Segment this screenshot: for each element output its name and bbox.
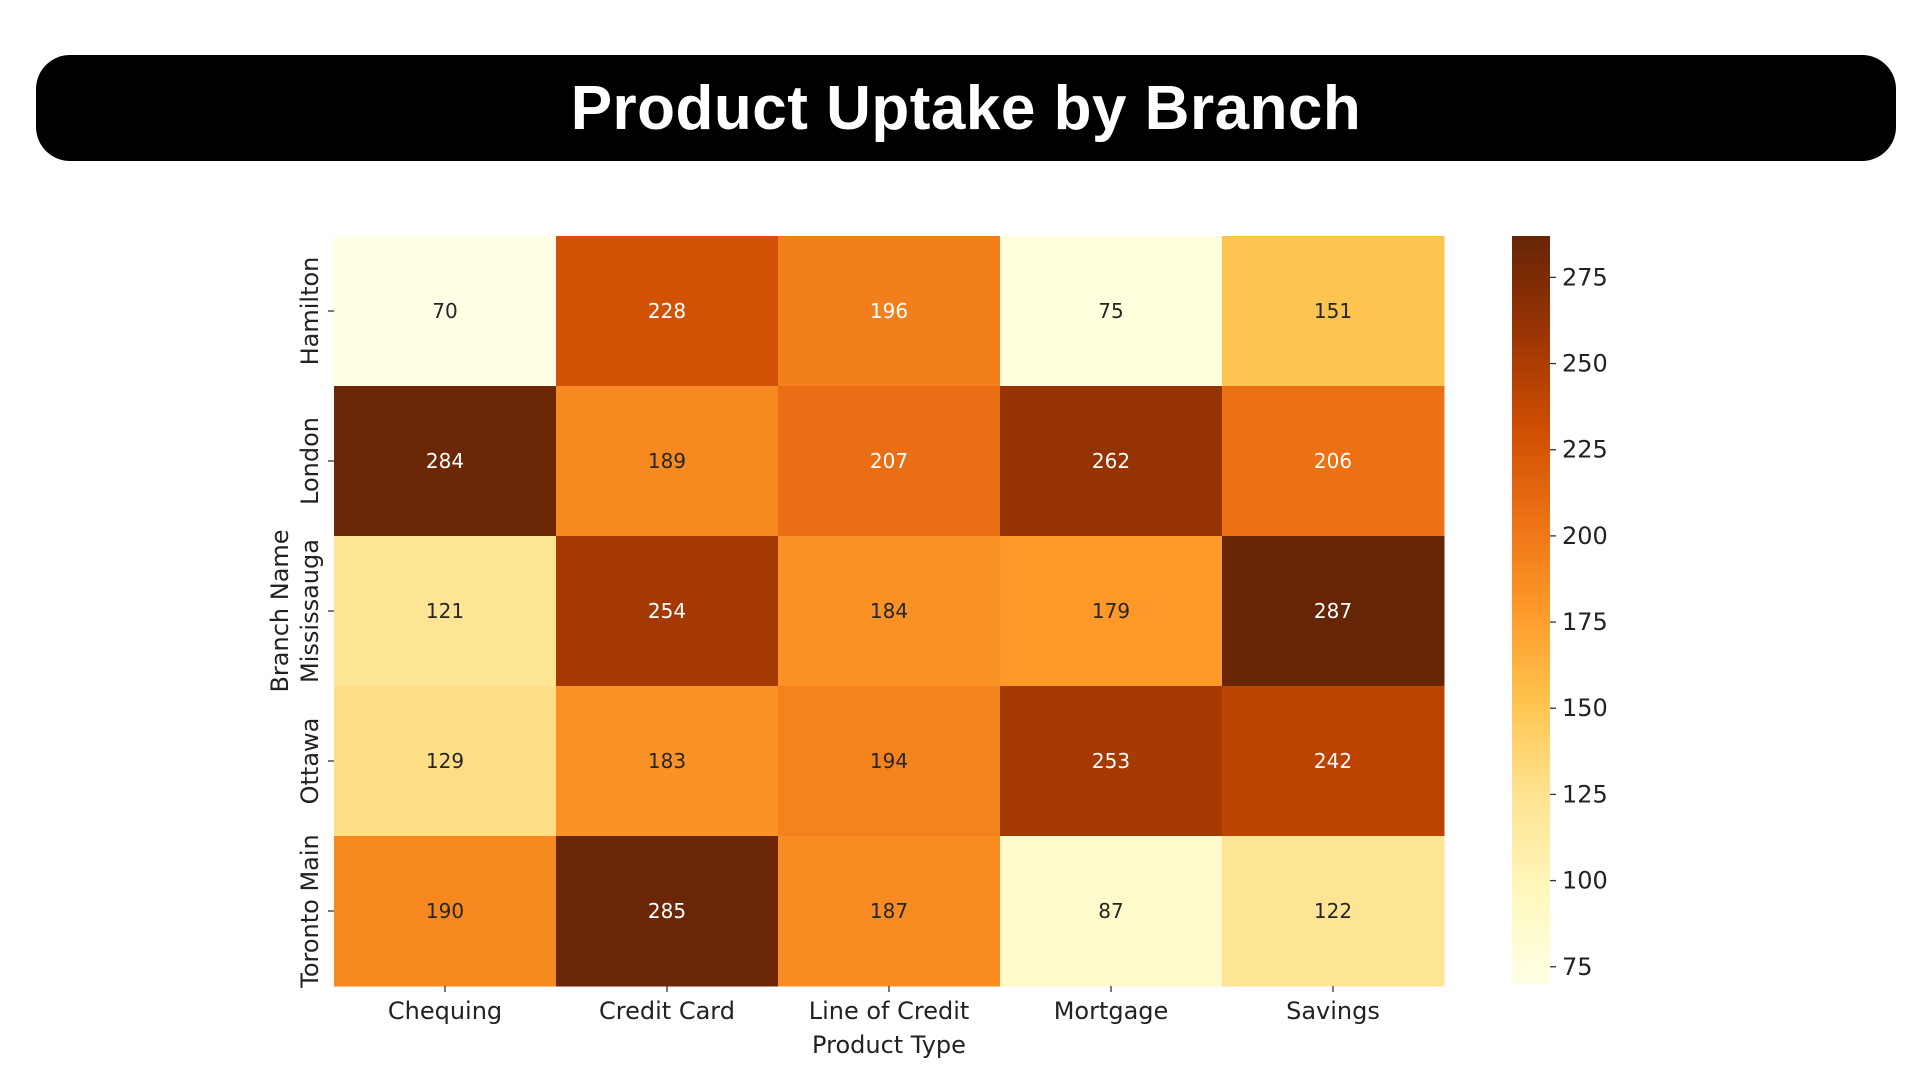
heatmap-cell-london-line-of-credit — [778, 386, 1001, 537]
heatmap-cell-ottawa-mortgage — [1000, 686, 1223, 837]
x-tick-label: Credit Card — [599, 997, 735, 1025]
heatmap-cell-toronto-main-line-of-credit — [778, 836, 1001, 987]
heatmap-cell-mississauga-line-of-credit — [778, 536, 1001, 687]
cell-value-label: 253 — [1092, 749, 1130, 773]
cell-value-label: 122 — [1314, 899, 1352, 923]
x-tick-label: Chequing — [388, 997, 502, 1025]
y-tick-label: London — [296, 417, 324, 505]
cell-value-label: 284 — [426, 449, 464, 473]
y-axis-title: Branch Name — [266, 529, 294, 692]
cell-value-label: 287 — [1314, 599, 1352, 623]
cell-value-label: 189 — [648, 449, 686, 473]
heatmap-cell-toronto-main-savings — [1222, 836, 1445, 987]
cell-value-label: 183 — [648, 749, 686, 773]
cell-value-label: 129 — [426, 749, 464, 773]
heatmap-cell-ottawa-credit-card — [556, 686, 779, 837]
colorbar-tick-label: 175 — [1562, 608, 1608, 636]
cell-value-label: 187 — [870, 899, 908, 923]
chart-title: Product Uptake by Branch — [570, 73, 1362, 143]
heatmap-cell-hamilton-savings — [1222, 236, 1445, 387]
heatmap-cell-labels: 70 228 196 75 151 284 189 207 262 206 121 254 184 179… — [426, 299, 1352, 923]
heatmap-cell-ottawa-line-of-credit — [778, 686, 1001, 837]
cell-value-label: 179 — [1092, 599, 1130, 623]
heatmap-cell-london-mortgage — [1000, 386, 1223, 537]
cell-value-label: 87 — [1098, 899, 1123, 923]
heatmap-cell-hamilton-mortgage — [1000, 236, 1223, 387]
cell-value-label: 262 — [1092, 449, 1130, 473]
cell-value-label: 242 — [1314, 749, 1352, 773]
heatmap-cell-hamilton-credit-card — [556, 236, 779, 387]
cell-value-label: 207 — [870, 449, 908, 473]
colorbar: 75 100 125 150 175 200 225 250 275 — [1512, 236, 1608, 984]
heatmap-cell-london-chequing — [334, 386, 557, 537]
heatmap-cell-toronto-main-chequing — [334, 836, 557, 987]
heatmap-cells — [334, 236, 1445, 987]
heatmap-cell-london-credit-card — [556, 386, 779, 537]
colorbar-tick-label: 75 — [1562, 953, 1593, 981]
cell-value-label: 228 — [648, 299, 686, 323]
colorbar-tick-label: 125 — [1562, 780, 1608, 808]
heatmap-cell-toronto-main-credit-card — [556, 836, 779, 987]
colorbar-gradient — [1512, 236, 1550, 984]
cell-value-label: 196 — [870, 299, 908, 323]
colorbar-tick-label: 275 — [1562, 263, 1608, 291]
cell-value-label: 184 — [870, 599, 908, 623]
x-tick-label: Savings — [1286, 997, 1380, 1025]
heatmap-cell-london-savings — [1222, 386, 1445, 537]
title-bar: Product Uptake by Branch — [36, 55, 1896, 161]
colorbar-tick-label: 250 — [1562, 350, 1608, 378]
heatmap-cell-ottawa-savings — [1222, 686, 1445, 837]
heatmap-cell-ottawa-chequing — [334, 686, 557, 837]
x-tick-label: Line of Credit — [809, 997, 970, 1025]
cell-value-label: 285 — [648, 899, 686, 923]
y-tick-label: Hamilton — [296, 257, 324, 366]
x-axis-title: Product Type — [812, 1031, 966, 1059]
cell-value-label: 190 — [426, 899, 464, 923]
cell-value-label: 206 — [1314, 449, 1352, 473]
heatmap-cell-mississauga-savings — [1222, 536, 1445, 687]
heatmap-cell-mississauga-chequing — [334, 536, 557, 687]
heatmap-cell-hamilton-chequing — [334, 236, 557, 387]
y-tick-label: Mississauga — [296, 539, 324, 683]
cell-value-label: 75 — [1098, 299, 1123, 323]
x-axis: Chequing Credit Card Line of Credit Mortgag… — [388, 986, 1380, 1025]
heatmap-cell-hamilton-line-of-credit — [778, 236, 1001, 387]
heatmap-cell-toronto-main-mortgage — [1000, 836, 1223, 987]
colorbar-tick-label: 150 — [1562, 694, 1608, 722]
cell-value-label: 70 — [432, 299, 457, 323]
cell-value-label: 254 — [648, 599, 686, 623]
heatmap-cell-mississauga-credit-card — [556, 536, 779, 687]
cell-value-label: 194 — [870, 749, 908, 773]
x-tick-label: Mortgage — [1054, 997, 1169, 1025]
cell-value-label: 121 — [426, 599, 464, 623]
colorbar-tick-label: 100 — [1562, 867, 1608, 895]
colorbar-tick-label: 200 — [1562, 522, 1608, 550]
y-axis: Hamilton London Mississauga Ottawa Toronto M… — [296, 257, 334, 989]
y-tick-label: Ottawa — [296, 718, 324, 805]
heatmap-cell-mississauga-mortgage — [1000, 536, 1223, 687]
colorbar-tick-label: 225 — [1562, 436, 1608, 464]
y-tick-label: Toronto Main — [296, 834, 324, 989]
cell-value-label: 151 — [1314, 299, 1352, 323]
